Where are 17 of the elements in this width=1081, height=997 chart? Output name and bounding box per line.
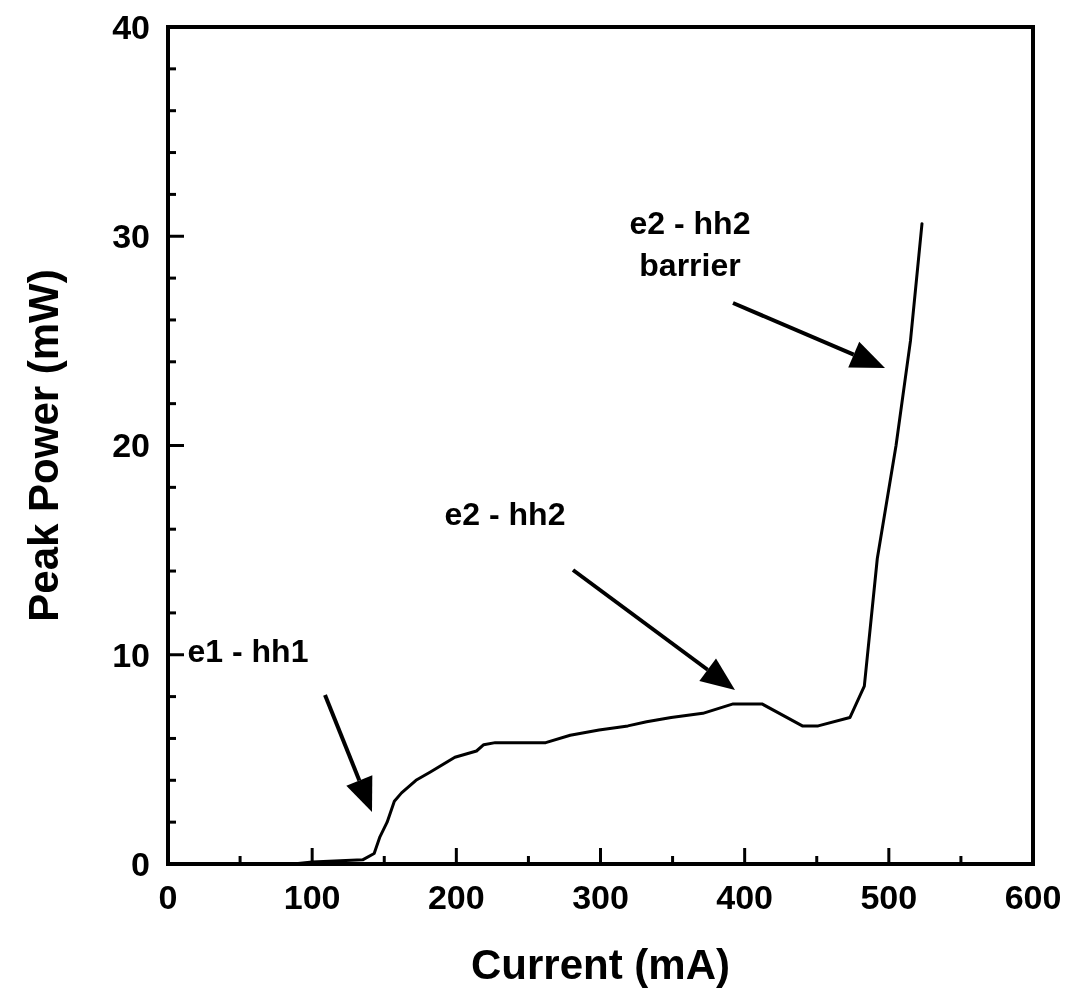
y-tick-label: 0 xyxy=(131,844,150,883)
annotation: e1 - hh1 xyxy=(187,633,309,669)
annotation: e2 - hh2 xyxy=(444,496,566,532)
y-tick-label: 10 xyxy=(112,635,150,674)
x-tick-label: 0 xyxy=(158,878,178,916)
x-tick-label: 200 xyxy=(427,878,485,916)
y-tick-label: 20 xyxy=(112,426,150,465)
x-tick-label: 400 xyxy=(716,878,774,916)
x-tick-label: 600 xyxy=(1004,878,1062,916)
x-tick-label: 100 xyxy=(283,878,341,916)
y-tick-label: 30 xyxy=(112,217,150,256)
x-axis-title: Current (mA) xyxy=(471,941,730,988)
x-tick-label: 300 xyxy=(572,878,629,916)
y-tick-label: 40 xyxy=(112,7,150,46)
x-tick-label: 500 xyxy=(860,878,918,916)
y-axis-title: Peak Power (mW) xyxy=(20,269,67,622)
annotation: e2 - hh2 barrier xyxy=(629,205,751,283)
